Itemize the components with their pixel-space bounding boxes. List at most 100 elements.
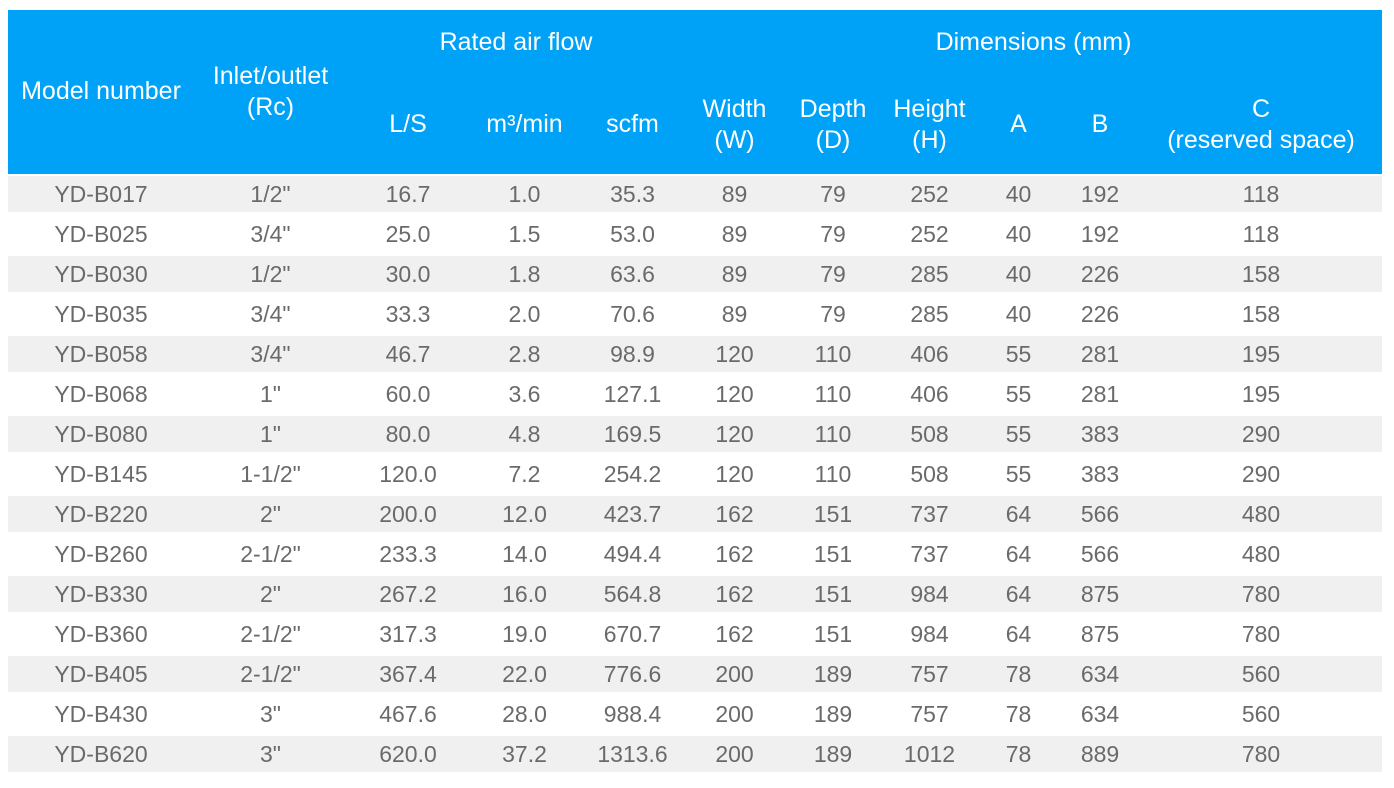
header-c-reserved-space: C (reserved space) — [1140, 76, 1383, 174]
cell-scfm: 564.8 — [580, 574, 685, 614]
cell-width-w: 120 — [685, 414, 784, 454]
cell-m3-min: 1.5 — [469, 214, 580, 254]
cell-model-number: YD-B080 — [8, 414, 194, 454]
cell-inlet-outlet-rc: 2-1/2" — [194, 654, 347, 694]
cell-b: 226 — [1060, 294, 1140, 334]
header-depth: Depth (D) — [784, 76, 882, 174]
cell-c-reserved-space: 195 — [1140, 374, 1383, 414]
cell-m3-min: 22.0 — [469, 654, 580, 694]
table-row: YD-B068 1" 60.0 3.6 127.1 120 110 406 55 281 195 — [8, 374, 1383, 414]
cell-model-number: YD-B620 — [8, 734, 194, 774]
header-inlet-outlet-line2: (Rc) — [246, 93, 295, 121]
cell-depth-d: 151 — [784, 494, 882, 534]
cell-m3-min: 3.6 — [469, 374, 580, 414]
product-spec-table: Model number Inlet/outlet (Rc) Rated air… — [8, 10, 1383, 774]
cell-scfm: 35.3 — [580, 174, 685, 214]
cell-scfm: 254.2 — [580, 454, 685, 494]
cell-scfm: 53.0 — [580, 214, 685, 254]
cell-m3-min: 16.0 — [469, 574, 580, 614]
cell-model-number: YD-B025 — [8, 214, 194, 254]
table-row: YD-B145 1-1/2" 120.0 7.2 254.2 120 110 508 55 383… — [8, 454, 1383, 494]
cell-m3-min: 19.0 — [469, 614, 580, 654]
cell-depth-d: 110 — [784, 374, 882, 414]
cell-l-s: 620.0 — [347, 734, 469, 774]
cell-a: 64 — [977, 614, 1060, 654]
cell-a: 40 — [977, 254, 1060, 294]
header-ls: L/S — [347, 76, 469, 174]
cell-depth-d: 79 — [784, 294, 882, 334]
cell-c-reserved-space: 118 — [1140, 174, 1383, 214]
cell-c-reserved-space: 560 — [1140, 654, 1383, 694]
cell-m3-min: 2.8 — [469, 334, 580, 374]
cell-l-s: 200.0 — [347, 494, 469, 534]
cell-inlet-outlet-rc: 1-1/2" — [194, 454, 347, 494]
cell-scfm: 1313.6 — [580, 734, 685, 774]
cell-model-number: YD-B068 — [8, 374, 194, 414]
cell-c-reserved-space: 780 — [1140, 734, 1383, 774]
cell-c-reserved-space: 780 — [1140, 574, 1383, 614]
cell-c-reserved-space: 560 — [1140, 694, 1383, 734]
cell-width-w: 200 — [685, 694, 784, 734]
cell-width-w: 200 — [685, 654, 784, 694]
header-depth-line2: (D) — [815, 126, 851, 154]
cell-m3-min: 37.2 — [469, 734, 580, 774]
cell-height-h: 757 — [882, 654, 977, 694]
cell-height-h: 285 — [882, 294, 977, 334]
cell-a: 78 — [977, 654, 1060, 694]
table-header: Model number Inlet/outlet (Rc) Rated air… — [8, 10, 1383, 174]
cell-height-h: 406 — [882, 374, 977, 414]
cell-height-h: 984 — [882, 574, 977, 614]
header-a: A — [977, 76, 1060, 174]
cell-c-reserved-space: 780 — [1140, 614, 1383, 654]
table-row: YD-B260 2-1/2" 233.3 14.0 494.4 162 151 737 64 56… — [8, 534, 1383, 574]
header-height: Height (H) — [882, 76, 977, 174]
cell-b: 383 — [1060, 414, 1140, 454]
table-row: YD-B025 3/4" 25.0 1.5 53.0 89 79 252 40 192 118 — [8, 214, 1383, 254]
cell-a: 55 — [977, 374, 1060, 414]
cell-model-number: YD-B030 — [8, 254, 194, 294]
cell-l-s: 33.3 — [347, 294, 469, 334]
cell-depth-d: 189 — [784, 694, 882, 734]
cell-width-w: 162 — [685, 614, 784, 654]
table-row: YD-B035 3/4" 33.3 2.0 70.6 89 79 285 40 226 158 — [8, 294, 1383, 334]
spec-table-container: Model number Inlet/outlet (Rc) Rated air… — [8, 10, 1383, 774]
cell-m3-min: 2.0 — [469, 294, 580, 334]
cell-depth-d: 151 — [784, 534, 882, 574]
cell-c-reserved-space: 118 — [1140, 214, 1383, 254]
cell-width-w: 89 — [685, 214, 784, 254]
cell-inlet-outlet-rc: 2-1/2" — [194, 534, 347, 574]
table-row: YD-B058 3/4" 46.7 2.8 98.9 120 110 406 55 281 195 — [8, 334, 1383, 374]
cell-a: 55 — [977, 334, 1060, 374]
cell-c-reserved-space: 480 — [1140, 534, 1383, 574]
cell-l-s: 467.6 — [347, 694, 469, 734]
cell-depth-d: 151 — [784, 574, 882, 614]
cell-height-h: 508 — [882, 454, 977, 494]
cell-scfm: 423.7 — [580, 494, 685, 534]
cell-height-h: 252 — [882, 214, 977, 254]
cell-a: 40 — [977, 294, 1060, 334]
cell-height-h: 757 — [882, 694, 977, 734]
cell-inlet-outlet-rc: 2" — [194, 494, 347, 534]
cell-scfm: 988.4 — [580, 694, 685, 734]
cell-width-w: 89 — [685, 294, 784, 334]
cell-a: 64 — [977, 534, 1060, 574]
cell-width-w: 89 — [685, 174, 784, 214]
cell-l-s: 367.4 — [347, 654, 469, 694]
cell-m3-min: 1.8 — [469, 254, 580, 294]
cell-a: 55 — [977, 414, 1060, 454]
cell-l-s: 16.7 — [347, 174, 469, 214]
header-width-line1: Width — [702, 94, 767, 123]
cell-depth-d: 79 — [784, 174, 882, 214]
cell-model-number: YD-B017 — [8, 174, 194, 214]
cell-model-number: YD-B330 — [8, 574, 194, 614]
header-inlet-outlet: Inlet/outlet (Rc) — [194, 10, 347, 174]
cell-a: 40 — [977, 174, 1060, 214]
cell-depth-d: 110 — [784, 414, 882, 454]
cell-inlet-outlet-rc: 3/4" — [194, 214, 347, 254]
cell-width-w: 162 — [685, 494, 784, 534]
header-width-line2: (W) — [714, 126, 755, 154]
header-height-line1: Height — [893, 94, 966, 123]
cell-c-reserved-space: 290 — [1140, 454, 1383, 494]
table-row: YD-B220 2" 200.0 12.0 423.7 162 151 737 64 566 480 — [8, 494, 1383, 534]
cell-depth-d: 79 — [784, 254, 882, 294]
